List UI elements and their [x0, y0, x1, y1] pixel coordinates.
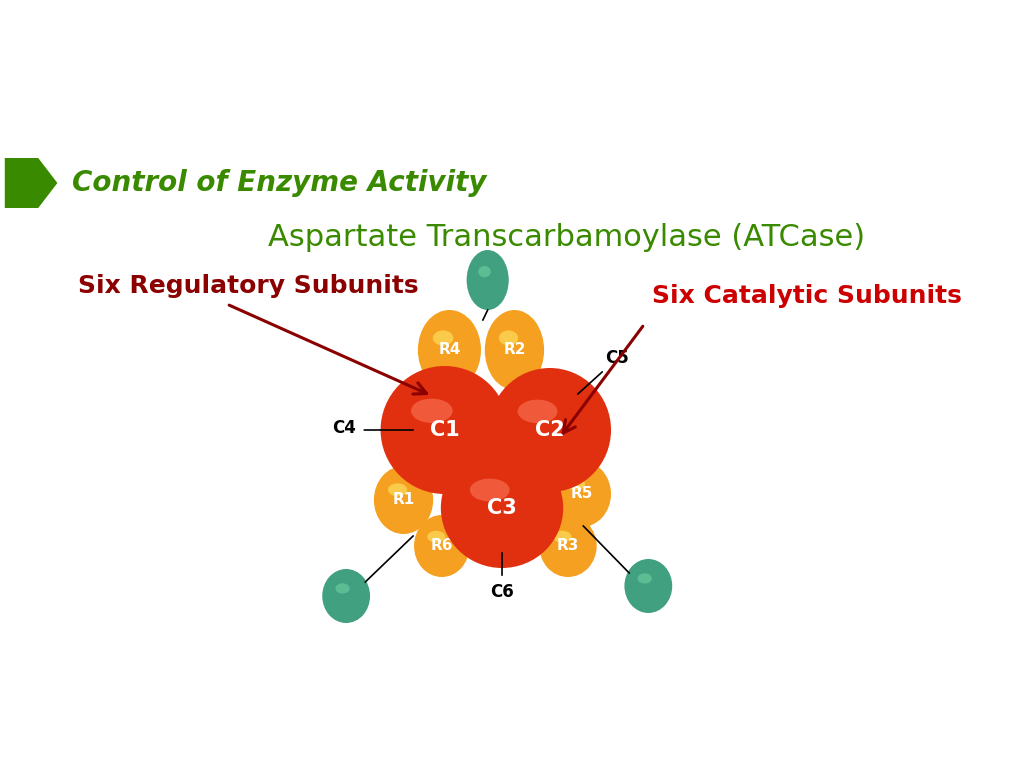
Ellipse shape	[427, 531, 445, 542]
Text: C3: C3	[487, 498, 517, 518]
Ellipse shape	[499, 330, 518, 346]
Ellipse shape	[388, 483, 408, 496]
Ellipse shape	[625, 559, 672, 613]
Text: C5: C5	[605, 349, 629, 367]
Ellipse shape	[336, 584, 350, 594]
Text: R3: R3	[557, 538, 580, 554]
Text: Six Catalytic Subunits: Six Catalytic Subunits	[652, 284, 962, 308]
Ellipse shape	[566, 478, 585, 491]
Text: C1: C1	[430, 420, 460, 440]
Ellipse shape	[553, 531, 571, 542]
Ellipse shape	[374, 466, 433, 534]
Ellipse shape	[381, 366, 509, 494]
Ellipse shape	[484, 310, 544, 390]
Ellipse shape	[518, 399, 557, 423]
Ellipse shape	[552, 461, 611, 527]
Text: Six Regulatory Subunits: Six Regulatory Subunits	[79, 274, 419, 298]
Ellipse shape	[638, 573, 652, 584]
Ellipse shape	[414, 515, 470, 577]
Ellipse shape	[540, 515, 597, 577]
Ellipse shape	[323, 569, 370, 623]
Ellipse shape	[440, 448, 563, 568]
Text: Control of Enzyme Activity: Control of Enzyme Activity	[72, 169, 486, 197]
Text: C6: C6	[490, 583, 514, 601]
Text: C2: C2	[535, 420, 564, 440]
Text: R5: R5	[570, 486, 593, 502]
Text: Aspartate Transcarbamoylase (ATCase): Aspartate Transcarbamoylase (ATCase)	[267, 223, 865, 253]
Ellipse shape	[433, 330, 454, 346]
Text: R6: R6	[430, 538, 453, 554]
Text: C4: C4	[333, 419, 356, 437]
Text: R4: R4	[438, 343, 461, 357]
Text: R2: R2	[503, 343, 525, 357]
Ellipse shape	[418, 310, 481, 390]
Ellipse shape	[478, 266, 490, 277]
Ellipse shape	[488, 368, 611, 492]
Text: R1: R1	[392, 492, 415, 508]
Ellipse shape	[411, 399, 453, 423]
Ellipse shape	[470, 478, 510, 502]
Ellipse shape	[467, 250, 509, 310]
Polygon shape	[5, 158, 57, 208]
